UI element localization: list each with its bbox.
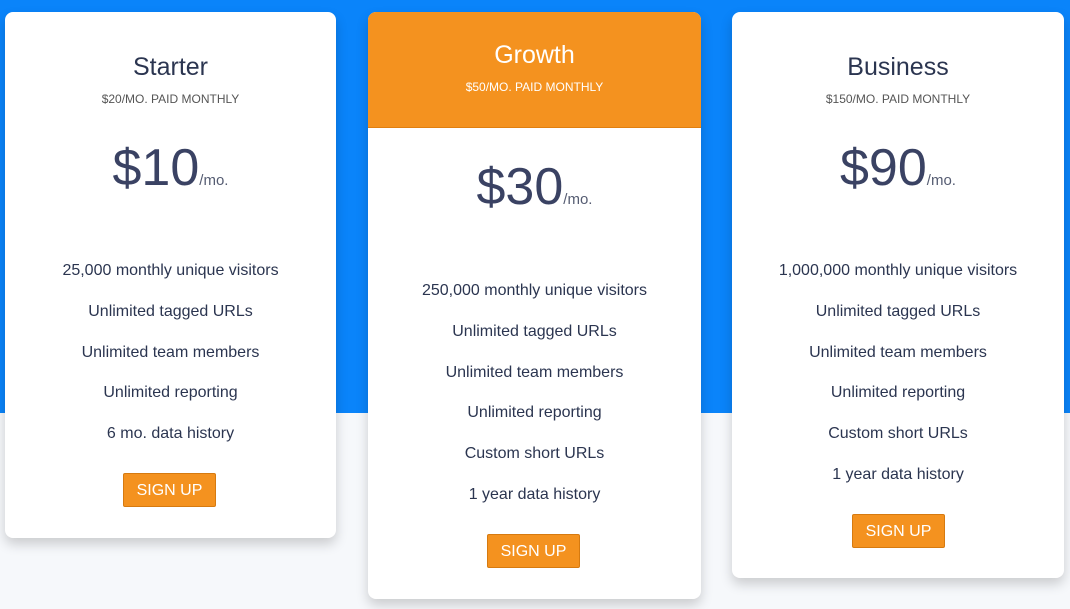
plan-subtitle: $20/MO. PAID MONTHLY [101, 92, 240, 106]
feature-item: Custom short URLs [828, 425, 968, 443]
feature-item: 1,000,000 monthly unique visitors [778, 262, 1018, 279]
sign-up-button[interactable]: SIGN UP [487, 534, 580, 568]
feature-item: Unlimited team members [809, 343, 987, 361]
plan-title: Growth [494, 41, 575, 69]
feature-list: 1,000,000 monthly unique visitors Unlimi… [732, 261, 1064, 506]
plan-title: Starter [132, 53, 209, 81]
sign-up-button[interactable]: SIGN UP [123, 473, 216, 507]
plan-subtitle: $150/MO. PAID MONTHLY [825, 92, 971, 106]
price-period: /mo. [926, 172, 956, 189]
feature-list: 25,000 monthly unique visitors Unlimited… [5, 261, 336, 465]
feature-item: 1 year data history [832, 465, 964, 483]
feature-item: Unlimited reporting [467, 404, 602, 422]
price-amount: $90 [840, 139, 927, 197]
price-period: /mo. [563, 191, 593, 208]
feature-item: 250,000 monthly unique visitors [421, 282, 648, 299]
plan-card-business: Business $150/MO. PAID MONTHLY $90/mo. 1… [732, 12, 1064, 578]
feature-item: Unlimited tagged URLs [452, 322, 617, 340]
price-period: /mo. [199, 172, 229, 189]
feature-item: Unlimited tagged URLs [88, 302, 253, 320]
feature-item: Unlimited reporting [103, 384, 238, 402]
feature-item: 6 mo. data history [106, 425, 235, 443]
price-amount: $30 [476, 158, 564, 216]
plan-card-starter: Starter $20/MO. PAID MONTHLY $10/mo. 25,… [5, 12, 336, 538]
feature-item: Unlimited reporting [830, 384, 966, 402]
plan-title: Business [847, 53, 949, 81]
feature-item: 25,000 monthly unique visitors [62, 262, 279, 279]
sign-up-button[interactable]: SIGN UP [852, 514, 945, 548]
feature-item: Unlimited tagged URLs [815, 302, 981, 320]
plan-card-growth: Growth $50/MO. PAID MONTHLY $30/mo. 250,… [368, 12, 701, 599]
feature-list: 250,000 monthly unique visitors Unlimite… [368, 281, 701, 526]
plan-subtitle: $50/MO. PAID MONTHLY [465, 80, 604, 94]
plan-price: $30/mo. [368, 157, 701, 230]
feature-item: Unlimited team members [81, 343, 260, 361]
feature-item: Unlimited team members [445, 363, 624, 381]
plan-price: $10/mo. [5, 138, 336, 211]
plan-header: Growth $50/MO. PAID MONTHLY [368, 12, 701, 128]
feature-item: Custom short URLs [464, 445, 605, 463]
price-amount: $10 [112, 139, 200, 197]
feature-item: 1 year data history [468, 485, 601, 503]
plan-price: $90/mo. [732, 138, 1064, 211]
